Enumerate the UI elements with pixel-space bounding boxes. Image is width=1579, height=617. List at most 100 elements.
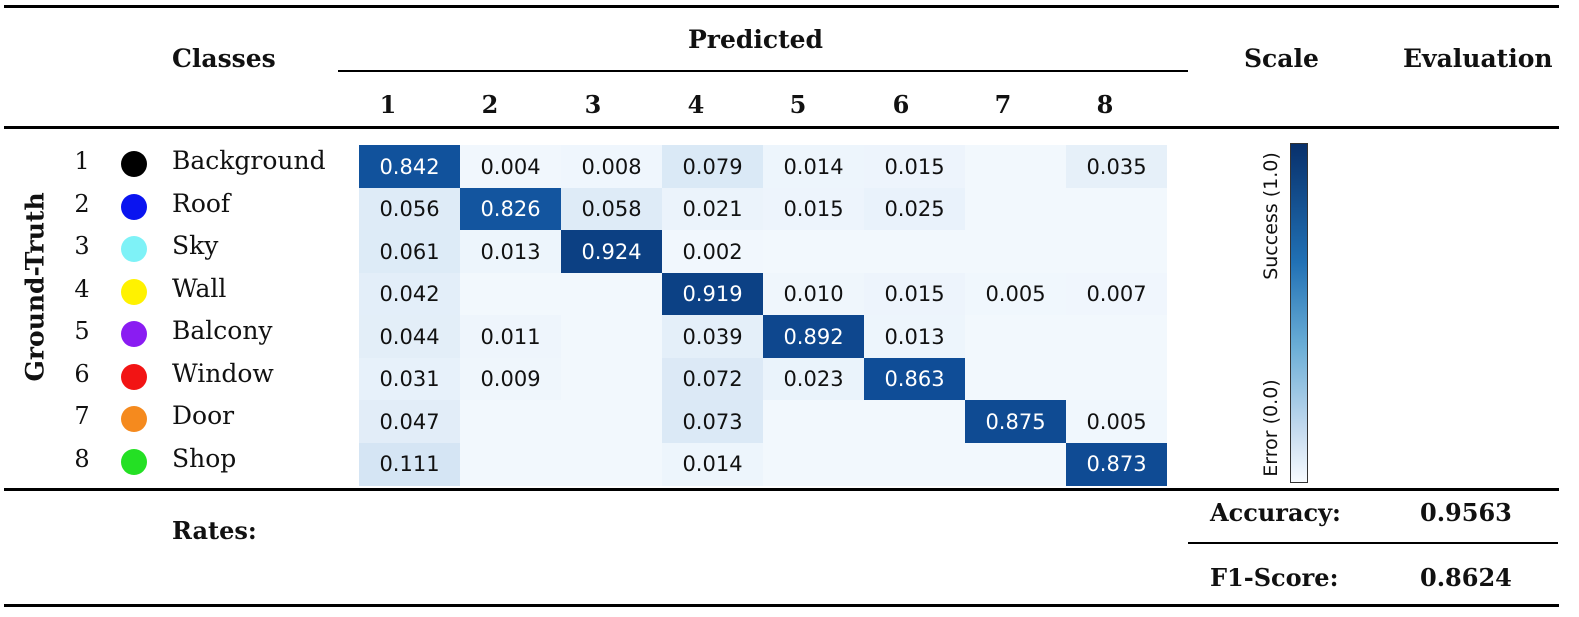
scale-success-label: Success (1.0) — [1260, 152, 1282, 280]
evaluation-header: Evaluation — [1403, 44, 1553, 73]
top-rule — [4, 5, 1559, 8]
matrix-cell: 0.035 — [1066, 145, 1167, 188]
matrix-cell: 0.015 — [864, 145, 965, 188]
matrix-cell: 0.056 — [359, 187, 460, 231]
matrix-cell: 0.042 — [359, 272, 460, 316]
matrix-cell: 0.025 — [864, 187, 965, 231]
matrix-cell: 0.826 — [460, 187, 561, 231]
col-label-8: 8 — [1096, 90, 1114, 119]
matrix-cell: 0.924 — [561, 230, 662, 273]
class-name: Sky — [172, 231, 219, 260]
matrix-cell — [561, 315, 662, 358]
f1-value: 0.8624 — [1420, 563, 1512, 592]
col-label-5: 5 — [789, 90, 807, 119]
matrix-cell: 0.008 — [561, 145, 662, 188]
matrix-cell — [965, 187, 1066, 231]
class-name: Background — [172, 146, 326, 175]
matrix-cell: 0.072 — [662, 357, 763, 401]
matrix-cell — [763, 230, 864, 273]
col-label-4: 4 — [687, 90, 705, 119]
predicted-header: Predicted — [688, 25, 824, 54]
matrix-cell — [864, 442, 965, 486]
col-label-3: 3 — [584, 90, 602, 119]
matrix-cell: 0.015 — [864, 272, 965, 316]
row-number: 8 — [74, 444, 90, 473]
matrix-cell: 0.010 — [763, 272, 864, 316]
rates-label: Rates: — [172, 516, 257, 545]
row-number: 3 — [74, 232, 90, 260]
matrix-cell: 0.892 — [763, 315, 864, 358]
matrix-cell — [460, 272, 561, 316]
classes-header: Classes — [172, 44, 276, 73]
matrix-cell: 0.919 — [662, 272, 763, 316]
matrix-cell — [1066, 187, 1167, 231]
matrix-cell: 0.044 — [359, 315, 460, 358]
row-number: 6 — [74, 359, 90, 388]
col-label-6: 6 — [892, 90, 910, 119]
header-bottom-rule — [4, 126, 1559, 129]
matrix-cell: 0.079 — [662, 145, 763, 188]
matrix-cell — [1066, 315, 1167, 358]
evaluation-divider — [1188, 542, 1558, 544]
matrix-cell: 0.873 — [1066, 442, 1167, 486]
class-color-dot — [121, 151, 147, 177]
matrix-cell: 0.842 — [359, 145, 460, 188]
matrix-cell: 0.047 — [359, 400, 460, 443]
row-number: 7 — [74, 402, 90, 430]
matrix-cell — [965, 230, 1066, 273]
matrix-cell: 0.061 — [359, 230, 460, 273]
scale-header: Scale — [1244, 44, 1319, 73]
matrix-cell: 0.021 — [662, 187, 763, 231]
matrix-cell: 0.058 — [561, 187, 662, 231]
matrix-cell — [965, 315, 1066, 358]
class-color-dot — [121, 363, 147, 390]
matrix-cell: 0.013 — [460, 230, 561, 273]
matrix-cell: 0.007 — [1066, 272, 1167, 316]
matrix-cell — [965, 357, 1066, 401]
class-color-dot — [121, 406, 147, 432]
accuracy-label: Accuracy: — [1210, 498, 1341, 527]
scale-error-label: Error (0.0) — [1260, 379, 1282, 477]
matrix-cell: 0.015 — [763, 187, 864, 231]
matrix-cell: 0.005 — [1066, 400, 1167, 443]
row-number: 1 — [74, 147, 90, 175]
class-color-dot — [121, 193, 147, 220]
matrix-cell — [965, 442, 1066, 486]
class-color-dot — [121, 448, 147, 475]
matrix-cell: 0.073 — [662, 400, 763, 443]
class-name: Window — [172, 358, 274, 388]
matrix-cell — [460, 400, 561, 443]
matrix-cell: 0.863 — [864, 357, 965, 401]
matrix-cell: 0.014 — [662, 442, 763, 486]
matrix-cell: 0.013 — [864, 315, 965, 358]
class-name: Shop — [172, 443, 237, 473]
class-name: Wall — [172, 273, 227, 303]
row-number: 2 — [74, 189, 90, 218]
matrix-cell: 0.002 — [662, 230, 763, 273]
predicted-underline — [338, 70, 1188, 72]
class-name: Balcony — [172, 316, 273, 345]
matrix-bottom-rule — [4, 488, 1559, 491]
matrix-cell — [965, 145, 1066, 188]
f1-label: F1-Score: — [1210, 563, 1339, 592]
matrix-cell — [763, 400, 864, 443]
matrix-cell: 0.014 — [763, 145, 864, 188]
matrix-cell: 0.004 — [460, 145, 561, 188]
matrix-cell: 0.875 — [965, 400, 1066, 443]
col-label-2: 2 — [481, 90, 499, 119]
matrix-cell — [561, 272, 662, 316]
matrix-cell — [1066, 357, 1167, 401]
matrix-cell: 0.111 — [359, 442, 460, 486]
accuracy-value: 0.9563 — [1420, 498, 1512, 527]
matrix-cell — [1066, 230, 1167, 273]
matrix-cell: 0.005 — [965, 272, 1066, 316]
class-name: Roof — [172, 188, 231, 218]
matrix-cell: 0.009 — [460, 357, 561, 401]
class-color-dot — [121, 278, 147, 305]
matrix-cell — [561, 357, 662, 401]
matrix-cell — [763, 442, 864, 486]
matrix-cell: 0.039 — [662, 315, 763, 358]
matrix-cell: 0.023 — [763, 357, 864, 401]
ground-truth-label: Ground-Truth — [20, 192, 50, 382]
matrix-cell — [561, 400, 662, 443]
